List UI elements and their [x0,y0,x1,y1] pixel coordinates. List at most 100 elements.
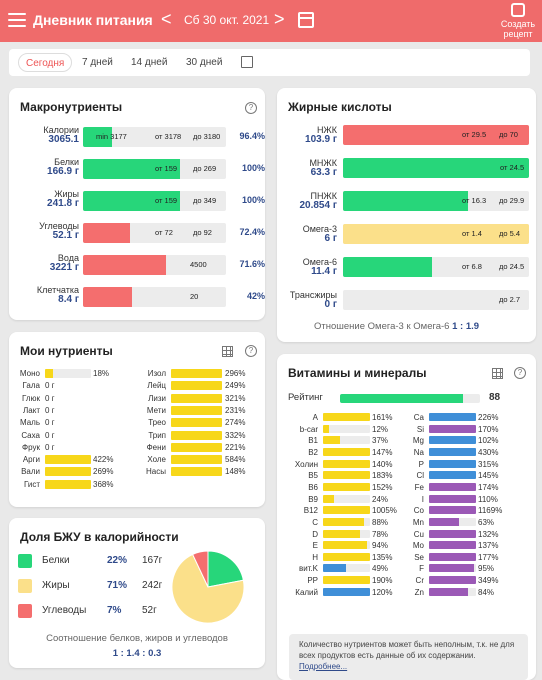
fat-name: Омега-3 [302,224,337,234]
vitamin-bar [429,413,476,421]
tab-30-days[interactable]: 30 дней [186,57,223,68]
nutrient-percent: 274% [225,418,246,428]
vitamin-name: I [421,494,424,504]
macro-bar-fill [83,223,131,243]
vitamin-percent: 12% [372,424,389,434]
vitamin-bar-fill [323,424,329,433]
fat-bar-fill [343,257,433,277]
bju-legend-swatch [18,604,32,618]
nutrient-percent: 296% [225,369,246,378]
fat-to: до 70 [499,130,518,139]
table-view-icon[interactable] [492,368,503,379]
vitamin-bar [323,576,370,585]
nutrient-row: Гала 0 г [16,380,126,392]
current-date[interactable]: Сб 30 окт. 2021 [184,13,270,27]
macro-from: от 159 [155,164,178,173]
period-calendar-icon[interactable] [241,56,253,68]
omega-ratio: Отношение Омега-3 к Омега-6 1 : 1.9 [314,321,479,332]
fat-bar: от 24.5 [343,158,529,178]
vitamin-bar-fill [429,506,476,515]
vitamin-bar [323,447,370,456]
nutrient-row: Моно 18% [16,368,126,380]
vitamin-row: Mo 137% [394,540,512,551]
pie-slice-2 [171,553,245,624]
nutrient-name: Насы [146,467,166,477]
macro-to: до 269 [193,164,217,173]
vitamin-percent: 161% [372,413,393,422]
macro-value: 3221 г [49,262,79,273]
vitamin-name: A [312,413,318,422]
vitamin-bar-fill [429,517,459,526]
nutrient-percent: 221% [225,442,246,452]
vitamin-bar-fill [323,564,347,573]
vitamin-bar [429,506,476,515]
vitamin-name: вит.K [298,564,318,574]
vitamin-name: B12 [303,506,318,516]
nutrient-bar-fill [171,418,222,428]
vitamin-row: P 315% [394,459,512,470]
fat-value: 103.9 г [305,134,337,145]
recipe-icon [511,3,525,17]
more-link[interactable]: Подробнее... [299,662,348,671]
nutrient-bar [171,381,222,391]
nutrient-percent: 148% [225,467,246,477]
macronutrients-card: Макронутриенты ? Калории 3065.1 min 3177 от… [9,88,265,320]
nutrient-percent: 249% [225,381,246,391]
bju-percent: 7% [107,605,122,616]
nutrient-bar-fill [45,455,91,465]
fat-name: НЖК [316,125,337,135]
vitamin-percent: 1005% [372,506,397,516]
macro-bar: min 3177 от 3178 до 3180 [83,127,226,147]
vitamin-bar [429,576,476,585]
vitamin-name: Cl [416,471,424,481]
macro-name: Белки [54,157,79,167]
calendar-icon[interactable] [298,12,314,28]
help-icon[interactable]: ? [514,367,526,379]
macro-percent: 100% [241,195,265,205]
nutrient-name: Фени [146,442,166,452]
macro-to: до 92 [193,228,212,237]
vitamin-name: PP [307,576,318,586]
vitamin-row: Zn 84% [394,587,512,598]
prev-day-arrow-icon[interactable]: < [161,9,172,29]
nutrient-row: Арги 422% [16,454,126,466]
nutrient-bar-fill [45,479,91,489]
vitamin-bar [323,541,370,550]
macro-min: min 3177 [96,132,127,141]
vitamin-bar-fill [429,576,476,585]
vitamin-bar [323,587,370,596]
nutrient-value: 0 г [45,442,55,452]
nutrient-bar-fill [171,430,222,440]
tab-7-days[interactable]: 7 дней [82,57,113,68]
vitamin-row: B9 24% [288,494,406,505]
tab-14-days[interactable]: 14 дней [131,57,168,68]
menu-icon[interactable] [8,13,26,27]
create-recipe-button[interactable]: Создать рецепт [498,3,538,39]
vitamin-percent: 145% [478,471,499,481]
fat-from: от 29.5 [462,130,487,139]
fat-from: от 24.5 [500,163,525,172]
next-day-arrow-icon[interactable]: > [274,9,285,29]
top-bar: Дневник питания < Сб 30 окт. 2021 > Созд… [0,0,542,42]
vitamin-bar [429,436,476,445]
vitamin-name: Mn [412,517,424,527]
macro-value: 52.1 г [52,230,79,241]
macro-bar-fill [83,127,112,147]
bju-legend-swatch [18,554,32,568]
bju-grams: 167г [142,555,163,566]
nutrient-row: Трип 332% [142,430,252,442]
nutrient-row: Мети 231% [142,405,252,417]
vitamin-percent: 37% [372,436,389,446]
table-view-icon[interactable] [222,346,233,357]
macro-label: Жиры 241.8 г [20,189,79,209]
help-icon[interactable]: ? [245,102,257,114]
nutrient-bar-fill [171,442,222,452]
bju-legend-item: Углеводы 7% 52г [18,604,168,618]
nutrient-bar [171,467,222,477]
vitamin-row: B12 1005% [288,505,406,516]
vitamin-bar-fill [323,447,370,456]
macro-bar: 20 [83,287,226,307]
help-icon[interactable]: ? [245,345,257,357]
tab-today[interactable]: Сегодня [18,53,73,72]
vitamin-row: I 110% [394,494,512,505]
